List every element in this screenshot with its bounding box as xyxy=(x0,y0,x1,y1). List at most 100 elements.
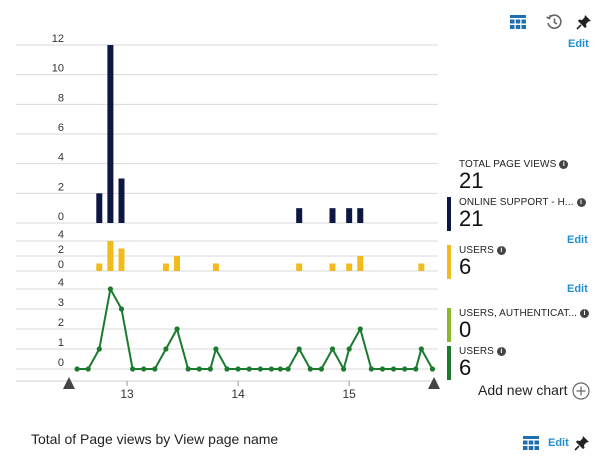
bar-mark xyxy=(118,248,125,271)
y-tick-label: 12 xyxy=(52,33,64,45)
line-point xyxy=(429,366,436,372)
range-start-handle-icon[interactable] xyxy=(62,376,76,390)
metric-label: USERS xyxy=(459,245,494,256)
metric-users-bar[interactable]: USERS i 6 xyxy=(447,245,506,279)
y-tick-label: 3 xyxy=(58,297,64,309)
info-icon[interactable]: i xyxy=(496,246,506,255)
bar-mark xyxy=(296,208,303,223)
line-point xyxy=(329,346,336,352)
line-point xyxy=(268,366,275,372)
metric-total-page-views[interactable]: TOTAL PAGE VIEWS i 21 xyxy=(459,159,569,193)
pin-icon[interactable] xyxy=(576,14,592,30)
metric-value: 21 xyxy=(459,206,484,231)
y-tick-label: 4 xyxy=(58,277,64,289)
line-point xyxy=(107,286,113,292)
y-tick-label: 1 xyxy=(58,337,64,349)
y-tick-label: 6 xyxy=(58,122,64,134)
pin-icon[interactable] xyxy=(574,435,590,451)
line-point xyxy=(246,366,252,372)
bar-mark xyxy=(174,256,181,271)
line-point xyxy=(74,366,80,372)
panel2-edit-link[interactable]: Edit xyxy=(567,283,588,295)
line-point xyxy=(130,366,136,372)
metric-users-authenticated[interactable]: USERS, AUTHENTICAT... i 0 xyxy=(447,308,590,342)
line-point xyxy=(318,366,324,372)
bar-mark xyxy=(329,263,336,271)
line-point xyxy=(118,306,125,312)
bar-mark xyxy=(107,241,114,271)
y-tick-label: 4 xyxy=(58,229,64,241)
line-point xyxy=(418,346,424,352)
bar-mark xyxy=(357,208,364,223)
add-new-chart-button[interactable]: Add new chart xyxy=(478,382,590,400)
add-chart-label: Add new chart xyxy=(478,382,568,398)
y-tick-label: 2 xyxy=(58,317,64,329)
line-point xyxy=(213,346,219,352)
x-tick-label: 13 xyxy=(120,387,134,401)
x-tick-label: 15 xyxy=(342,387,356,401)
bar-mark xyxy=(96,193,103,223)
footer-edit-link[interactable]: Edit xyxy=(548,437,569,449)
line-point xyxy=(390,366,397,372)
line-point xyxy=(357,326,363,332)
line-point xyxy=(277,366,283,372)
line-point xyxy=(85,366,91,372)
grid-icon[interactable] xyxy=(523,436,539,450)
y-tick-label: 10 xyxy=(52,63,64,75)
y-tick-label: 0 xyxy=(58,357,64,369)
bar-mark xyxy=(107,45,114,223)
bar-mark xyxy=(296,263,303,271)
line-point xyxy=(163,346,169,352)
metric-online-support[interactable]: ONLINE SUPPORT - H... i 21 xyxy=(447,197,586,231)
bar-mark xyxy=(418,263,425,271)
series-swatch xyxy=(447,346,451,380)
y-tick-label: 8 xyxy=(58,92,64,104)
y-tick-label: 2 xyxy=(58,244,64,256)
line-point xyxy=(152,366,158,372)
line-point xyxy=(207,366,213,372)
line-point xyxy=(368,366,374,372)
plus-circle-icon xyxy=(572,382,590,400)
x-tick-label: 14 xyxy=(231,387,245,401)
info-icon[interactable]: i xyxy=(496,347,506,356)
line-point xyxy=(174,326,180,332)
series-swatch xyxy=(447,197,451,231)
info-icon[interactable]: i xyxy=(559,160,569,169)
y-tick-label: 2 xyxy=(58,181,64,193)
chart-title: Total of Page views by View page name xyxy=(31,431,279,447)
history-icon[interactable] xyxy=(545,13,563,31)
line-point xyxy=(141,366,147,372)
bar-mark xyxy=(212,263,219,271)
metric-value: 6 xyxy=(459,355,472,380)
line-point xyxy=(346,346,352,352)
bar-mark xyxy=(96,263,103,271)
line-point xyxy=(296,346,302,352)
metric-value: 6 xyxy=(459,254,472,279)
bar-mark xyxy=(118,178,125,223)
line-point xyxy=(402,366,408,372)
y-tick-label: 0 xyxy=(58,259,64,271)
info-icon[interactable]: i xyxy=(576,198,586,207)
line-point xyxy=(96,346,102,352)
bar-mark xyxy=(346,208,353,223)
metric-label: ONLINE SUPPORT - H... xyxy=(459,197,574,208)
series-swatch xyxy=(447,245,451,279)
metric-label: TOTAL PAGE VIEWS xyxy=(459,159,557,170)
grid-icon[interactable] xyxy=(510,15,526,29)
y-tick-label: 4 xyxy=(58,152,64,164)
metric-value: 21 xyxy=(459,168,484,193)
line-point xyxy=(341,366,347,372)
y-tick-label: 0 xyxy=(58,211,64,223)
panel1-edit-link[interactable]: Edit xyxy=(567,234,588,246)
toolbar-edit-link[interactable]: Edit xyxy=(568,38,589,50)
metric-value: 0 xyxy=(459,317,472,342)
range-end-handle-icon[interactable] xyxy=(427,376,441,390)
metric-users-line[interactable]: USERS i 6 xyxy=(447,346,506,380)
bar-mark xyxy=(162,263,169,271)
line-point xyxy=(224,366,230,372)
line-point xyxy=(235,366,241,372)
info-icon[interactable]: i xyxy=(580,309,590,318)
series-swatch xyxy=(447,308,451,342)
bar-mark xyxy=(346,263,353,271)
bar-mark xyxy=(357,256,364,271)
